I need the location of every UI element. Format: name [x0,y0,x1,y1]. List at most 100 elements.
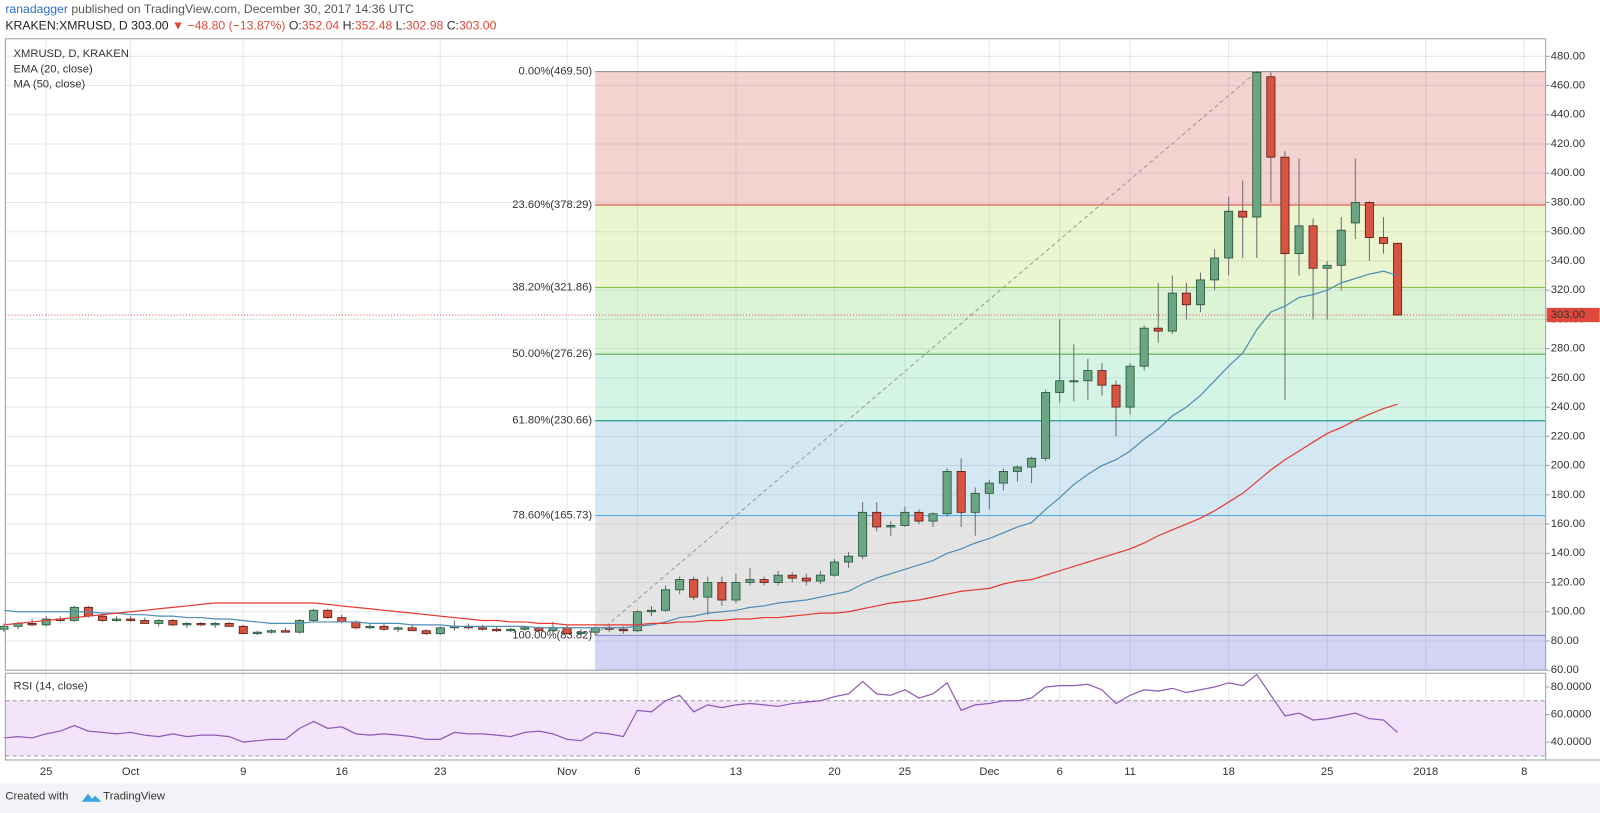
candle-body [393,627,403,630]
candle-body [252,631,262,635]
y-tick-label: 180.00 [1551,489,1585,501]
y-tick-label: 40.0000 [1551,736,1592,748]
fib-zone [595,354,1546,421]
fib-label: 50.00%(276.26) [512,348,592,360]
legend-entry: MA (50, close) [14,79,86,91]
x-tick-label: 16 [336,766,348,778]
candle-body [815,574,825,582]
candle-body [492,628,502,632]
candle-body [703,582,713,598]
candle-body [886,525,896,528]
y-tick-label: 60.00 [1551,664,1579,676]
candle-body [238,625,248,635]
publisher[interactable]: ranadagger [5,2,68,16]
x-tick-label: Oct [122,766,140,778]
indicator-line [3,270,1398,629]
last-price-box [1546,307,1600,323]
fib-label: 100.00%(83.82) [512,629,592,641]
candle-body [1055,380,1065,393]
candle-body [689,579,699,598]
candle-body [224,623,234,627]
y-tick-label: 260.00 [1551,372,1585,384]
candle-body [112,618,122,621]
fib-label: 61.80%(230.66) [512,415,592,427]
fib-zone [595,420,1546,516]
candle-body [1308,225,1318,269]
x-tick-label: 25 [40,766,52,778]
y-tick-label: 120.00 [1551,576,1585,588]
brand-logo[interactable] [81,793,102,802]
trend-line [594,71,1258,636]
header-line: ranadagger published on TradingView.com,… [5,2,414,16]
price-pane-border [4,38,1547,671]
candle-body [900,511,910,526]
change: ▼ −48.80 (−13.87%) [172,19,285,33]
indicator-line [3,403,1398,626]
candle-body [1266,76,1276,158]
candle-body [1195,279,1205,306]
candle-body [1139,327,1149,367]
candle-body [506,628,516,632]
candle-body [337,617,347,623]
legend-entry: EMA (20, close) [14,63,93,75]
candle-body [998,470,1008,484]
y-tick-label: 160.00 [1551,518,1585,530]
rsi-line [3,673,1398,743]
ohlc-c-label: C: [447,19,459,33]
candle-body [407,627,417,632]
footer-brand[interactable]: TradingView [103,791,166,803]
candle-body [365,625,375,629]
x-tick-label: 2018 [1413,766,1438,778]
candle-body [27,623,37,626]
x-tick-label: Nov [557,766,577,778]
y-tick-label: 60.0000 [1551,709,1592,721]
candle-body [872,511,882,528]
candle-body [1336,229,1346,266]
candle-body [210,623,220,626]
fib-zone [595,71,1546,205]
candle-body [309,609,319,621]
y-tick-label: 200.00 [1551,460,1585,472]
y-tick-label: 320.00 [1551,284,1585,296]
candle-body [1378,237,1388,244]
y-tick-label: 100.00 [1551,606,1585,618]
y-tick-label: 240.00 [1551,401,1585,413]
candle-body [1350,202,1360,224]
candle-body [1041,392,1051,459]
candle-body [759,579,769,583]
x-tick-label: 25 [899,766,911,778]
candle-body [1280,156,1290,255]
candle-body [675,579,685,591]
candle-body [520,627,530,630]
candle-body [858,511,868,557]
x-tick-label: Dec [979,766,999,778]
x-tick-label: 11 [1124,766,1136,778]
candle-body [576,631,586,635]
candle-body [1027,457,1037,468]
candle-body [1167,292,1177,332]
candle-body [478,627,488,630]
plot-layer: 25 Oct 9 16 23 Nov 6 13 20 25 Dec 6 11 18 25 2018 8 60.00… [0,38,1600,778]
ohlc-h: 352.48 [355,19,393,33]
candle-body [1393,242,1403,316]
last: 303.00 [131,19,169,33]
candle-body [196,623,206,626]
y-tick-label: 460.00 [1551,80,1585,92]
last-price-label: 303.00 [1551,309,1585,321]
candle-body [801,577,811,582]
y-tick-label: 220.00 [1551,430,1585,442]
footer-text: Created with [5,791,68,803]
ohlc-h-label: H: [343,19,355,33]
candle-body [646,609,656,613]
x-tick-label: 8 [1521,766,1527,778]
candle-body [618,628,628,632]
candle-body [914,511,924,522]
candle-body [295,620,305,633]
x-tick-label: 6 [634,766,640,778]
y-tick-label: 80.0000 [1551,681,1592,693]
y-tick-label: 140.00 [1551,547,1585,559]
x-tick-label: 20 [828,766,840,778]
y-tick-label: 400.00 [1551,167,1585,179]
